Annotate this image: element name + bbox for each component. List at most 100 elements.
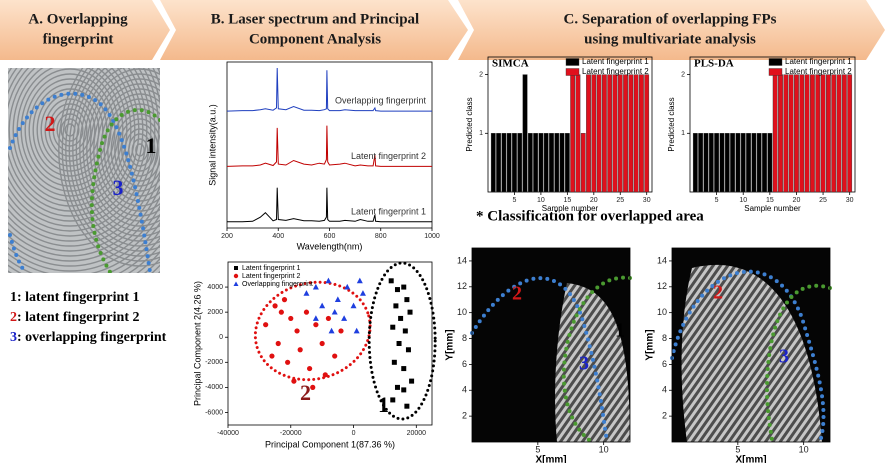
x-tick-label: 30 [846,197,854,204]
y-tick-label: 10 [457,307,467,317]
cluster-outline [367,261,437,421]
ridge [65,68,160,257]
plot-frame [471,247,631,443]
point [288,315,294,322]
y-tick-label: 1 [479,130,483,137]
bar [804,74,810,193]
plot-frame [487,56,653,193]
spectrum-line [226,125,432,167]
bar [538,133,544,193]
y-tick-label: -2000 [205,359,223,366]
y-tick-label: 6 [462,359,467,369]
ridge [114,113,160,187]
bar [564,133,570,193]
bar [543,133,549,193]
ridge [96,88,160,212]
point [407,309,413,315]
bar [810,74,815,193]
bar [559,133,565,193]
bar [735,133,741,193]
ridge [8,68,132,207]
boundary-blue [670,269,826,444]
point [322,372,328,378]
ridge [117,118,160,182]
point [332,353,338,359]
classification-note: * Classification for overlapped area [476,208,704,224]
ridge [12,68,128,202]
point [394,287,400,293]
boundary-green [764,283,832,444]
legend-entry: 3: overlapping fingerprint [10,330,167,345]
legend-text: : latent fingerprint 1 [17,290,139,305]
banner-a [0,0,170,60]
legend-marker [233,281,239,286]
legend-label: Latent fingerprint 2 [785,67,852,76]
point [356,277,363,284]
x-tick-label: 10 [537,197,545,204]
point [275,340,281,347]
point [307,365,313,372]
x-tick-label: 5 [715,197,719,204]
trace-label: Latent fingerprint 1 [351,206,426,216]
y-tick-label: 4 [462,385,467,395]
point [291,378,297,384]
x-tick-label: 5 [735,444,740,454]
point [297,347,303,353]
plot-frame [671,247,831,443]
bar [554,133,560,193]
ridge [8,68,148,227]
header: C. Separation of overlapping FPs [564,11,777,27]
y-tick-label: 1 [681,130,685,137]
bar [633,74,639,193]
bar [549,133,554,193]
bar [719,133,725,193]
ridge [8,204,160,267]
y-tick-label: 2 [462,411,467,421]
bar [570,74,576,193]
boundary-blue [470,276,609,444]
x-axis-label: Principal Component 1(87.36 %) [265,439,395,449]
point [401,387,407,393]
ridge [79,68,160,237]
point [398,315,404,321]
x-tick-label: -40000 [217,430,239,437]
trace-label: Latent fingerprint 2 [351,151,426,161]
bar [778,74,783,193]
x-tick-label: 20000 [407,430,427,437]
boundary-green [561,275,632,444]
x-axis-label: X[mm] [735,455,766,463]
map-label: 2 [713,282,723,304]
point [404,297,410,303]
point [319,302,326,309]
point [409,378,415,384]
ridge [107,103,160,197]
legend-swatch [565,68,580,76]
point [310,384,316,390]
photo-label: 2 [45,111,56,136]
y-axis-label: Predicted class [465,97,474,151]
y-axis-label: Signal intensity(a.u.) [207,104,217,186]
point [359,290,366,296]
bar [580,133,586,193]
x-tick-label: 25 [819,197,827,204]
legend-label: Latent fingerprint 1 [785,57,852,66]
legend-marker [233,273,239,279]
point [402,328,408,334]
legend-key: 1 [10,290,17,305]
ridge [86,73,160,227]
y-tick-label: 2 [662,411,667,421]
banner-c [458,0,885,60]
point [396,341,402,346]
ridge [110,108,160,192]
header: A. Overlapping [28,11,128,27]
ridge [75,68,160,242]
x-tick-label: 15 [563,197,571,204]
legend-key: 3 [10,330,17,345]
y-tick-label: 2 [479,71,483,78]
header: using multivariate analysis [584,31,756,47]
cluster-outline [253,280,372,382]
bar [746,133,751,193]
bar [575,74,581,193]
bar [756,133,762,193]
point [281,297,288,303]
